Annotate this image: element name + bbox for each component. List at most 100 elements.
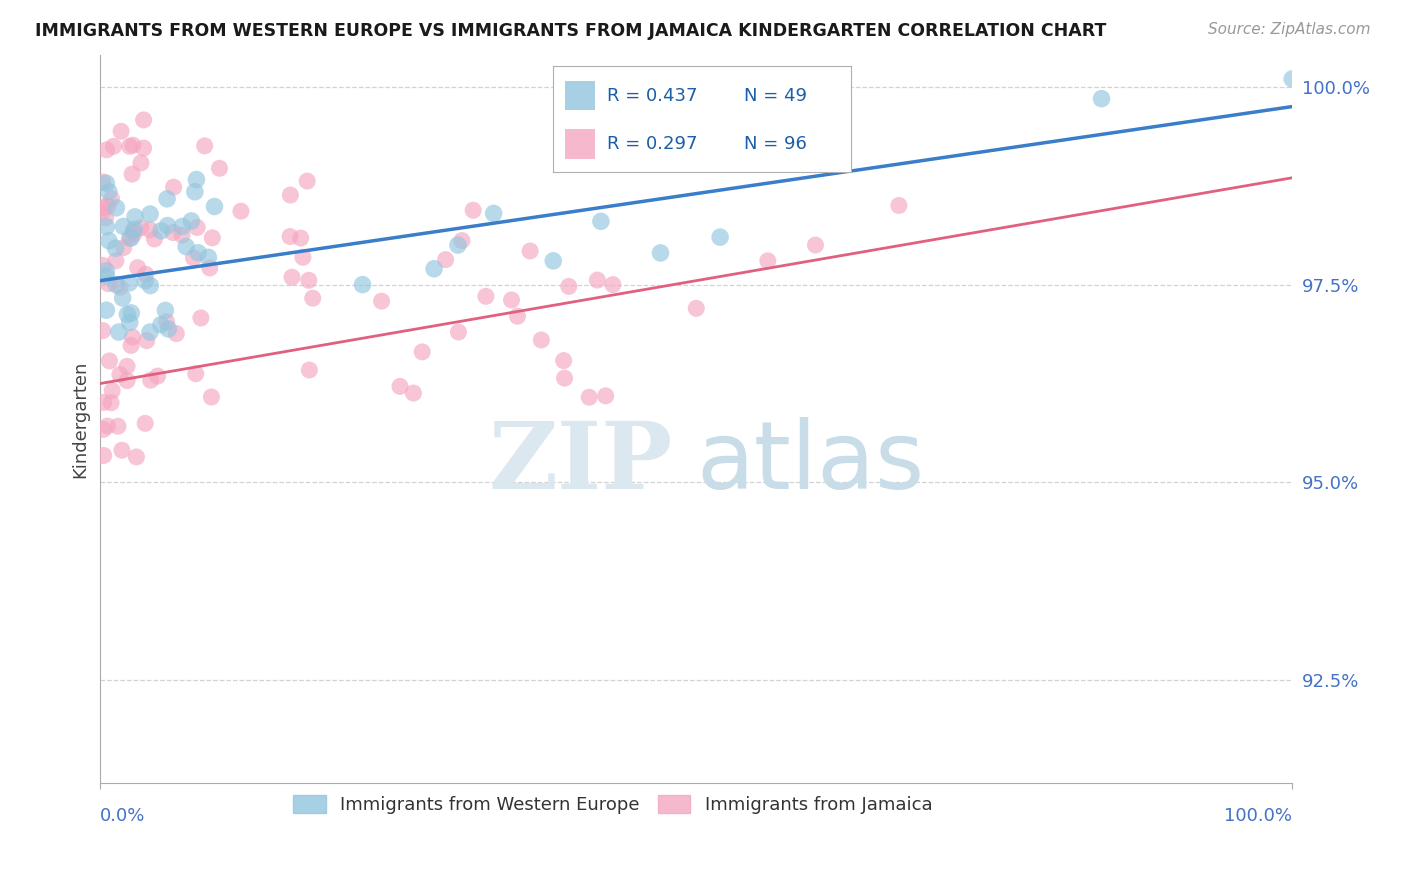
Point: [118, 139, 141, 153]
Point: [111, 291, 134, 305]
Point: [519, 244, 541, 258]
Point: [96, 264, 118, 278]
Point: [156, 219, 179, 233]
Point: [112, 241, 135, 255]
Point: [100, 192, 122, 206]
Point: [756, 253, 779, 268]
Point: [709, 230, 731, 244]
Point: [162, 180, 184, 194]
Point: [447, 325, 470, 339]
Point: [132, 112, 155, 127]
Point: [447, 238, 470, 252]
Point: [93, 395, 115, 409]
Point: [602, 277, 624, 292]
Point: [650, 246, 672, 260]
Point: [96, 303, 118, 318]
Point: [110, 124, 132, 138]
Point: [298, 363, 321, 377]
Point: [121, 167, 143, 181]
Point: [108, 368, 131, 382]
Point: [578, 390, 600, 404]
Text: Source: ZipAtlas.com: Source: ZipAtlas.com: [1208, 22, 1371, 37]
Point: [96, 269, 118, 284]
Point: [91, 200, 114, 214]
Point: [97, 277, 120, 291]
Point: [117, 308, 139, 322]
Point: [97, 185, 120, 199]
Point: [107, 325, 129, 339]
Point: [184, 185, 207, 199]
Point: [139, 207, 162, 221]
Point: [165, 326, 187, 341]
Point: [149, 318, 172, 332]
Point: [280, 188, 302, 202]
Point: [118, 231, 141, 245]
Point: [96, 219, 118, 234]
Point: [94, 211, 117, 225]
Point: [129, 156, 152, 170]
Point: [290, 231, 312, 245]
Point: [463, 203, 485, 218]
Point: [194, 139, 217, 153]
Point: [146, 369, 169, 384]
Point: [143, 232, 166, 246]
Point: [91, 259, 114, 273]
Point: [101, 384, 124, 398]
Point: [132, 141, 155, 155]
Point: [139, 223, 162, 237]
Point: [122, 138, 145, 153]
Point: [135, 334, 157, 348]
Point: [475, 289, 498, 303]
Point: [183, 251, 205, 265]
Point: [105, 201, 128, 215]
Point: [129, 220, 152, 235]
Text: IMMIGRANTS FROM WESTERN EUROPE VS IMMIGRANTS FROM JAMAICA KINDERGARTEN CORRELATI: IMMIGRANTS FROM WESTERN EUROPE VS IMMIGR…: [35, 22, 1107, 40]
Point: [155, 303, 177, 318]
Point: [172, 219, 194, 234]
Point: [201, 231, 224, 245]
Text: ZIP: ZIP: [488, 417, 672, 508]
Point: [155, 315, 177, 329]
Point: [804, 238, 827, 252]
Point: [120, 338, 142, 352]
Point: [208, 161, 231, 176]
Point: [105, 277, 128, 292]
Point: [530, 333, 553, 347]
Point: [120, 231, 142, 245]
Point: [887, 198, 910, 212]
Point: [104, 253, 127, 268]
Point: [553, 353, 575, 368]
Point: [162, 226, 184, 240]
Point: [278, 229, 301, 244]
Point: [91, 422, 114, 436]
Point: [197, 250, 219, 264]
Point: [96, 419, 118, 434]
Legend: Immigrants from Western Europe, Immigrants from Jamaica: Immigrants from Western Europe, Immigran…: [285, 789, 939, 822]
Point: [97, 199, 120, 213]
Point: [186, 172, 208, 186]
Point: [295, 174, 318, 188]
Point: [115, 374, 138, 388]
Point: [139, 278, 162, 293]
Point: [204, 199, 226, 213]
Point: [229, 204, 252, 219]
Point: [186, 220, 208, 235]
Point: [482, 206, 505, 220]
Point: [127, 260, 149, 275]
Point: [120, 306, 142, 320]
Point: [586, 273, 609, 287]
Point: [388, 379, 411, 393]
Point: [124, 210, 146, 224]
Text: 0.0%: 0.0%: [100, 807, 146, 825]
Point: [135, 267, 157, 281]
Point: [156, 192, 179, 206]
Point: [180, 214, 202, 228]
Point: [174, 239, 197, 253]
Point: [122, 225, 145, 239]
Point: [112, 219, 135, 234]
Point: [139, 373, 162, 387]
Point: [100, 395, 122, 409]
Point: [411, 344, 433, 359]
Point: [281, 270, 304, 285]
Point: [96, 176, 118, 190]
